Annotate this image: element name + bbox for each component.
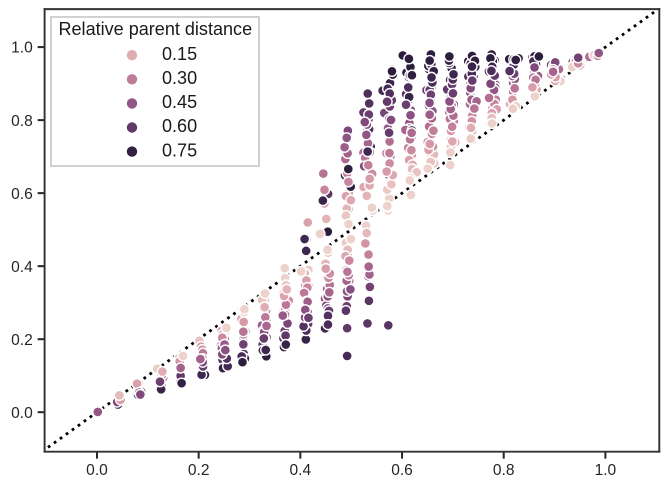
svg-text:0.0: 0.0 — [11, 405, 33, 422]
svg-text:0.4: 0.4 — [11, 259, 33, 276]
svg-text:0.8: 0.8 — [493, 462, 515, 479]
svg-text:0.6: 0.6 — [11, 186, 33, 203]
svg-text:0.30: 0.30 — [162, 68, 197, 88]
svg-text:0.0: 0.0 — [86, 462, 108, 479]
svg-text:0.2: 0.2 — [11, 332, 33, 349]
svg-text:Relative parent distance: Relative parent distance — [59, 19, 253, 39]
svg-text:0.60: 0.60 — [162, 116, 197, 136]
svg-text:0.15: 0.15 — [162, 44, 197, 64]
svg-text:0.45: 0.45 — [162, 92, 197, 112]
svg-text:1.0: 1.0 — [11, 40, 33, 57]
svg-text:0.2: 0.2 — [188, 462, 210, 479]
svg-text:0.4: 0.4 — [290, 462, 312, 479]
svg-text:1.0: 1.0 — [595, 462, 617, 479]
svg-text:0.6: 0.6 — [391, 462, 413, 479]
svg-text:0.8: 0.8 — [11, 113, 33, 130]
svg-text:0.75: 0.75 — [162, 140, 197, 160]
